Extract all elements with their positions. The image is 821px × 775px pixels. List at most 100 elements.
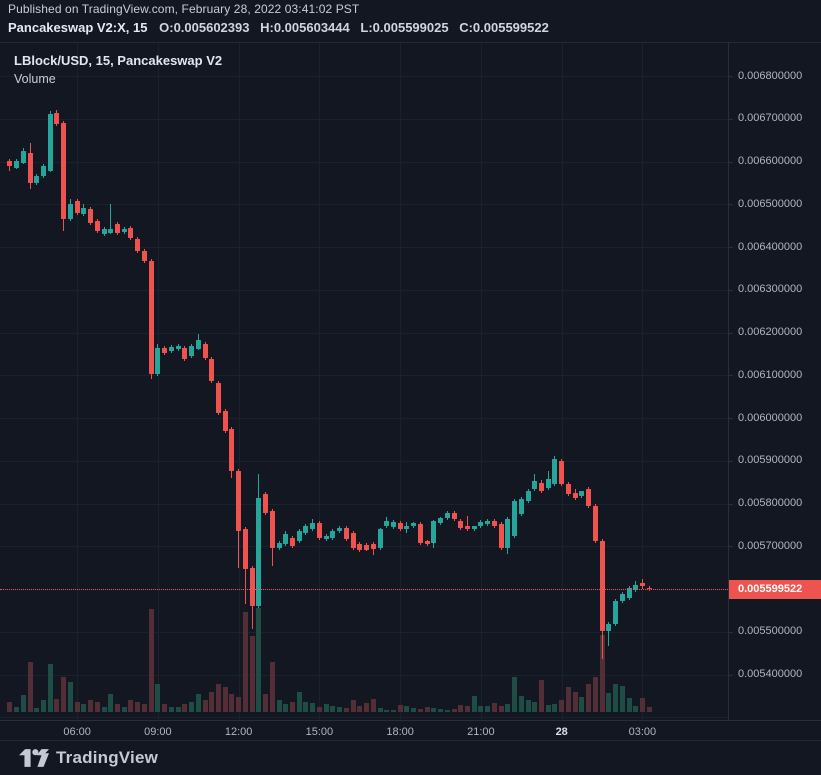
volume-bar [626,698,632,712]
candle-body [626,588,632,598]
candle-body [41,166,46,176]
price-axis-tick [729,503,733,505]
candle-body [417,524,423,543]
candle-body [276,542,282,548]
candle-body [189,346,194,356]
candle-body [249,568,255,607]
candle-body [310,523,316,530]
close-label: C: [459,20,473,35]
candle-body [606,624,612,631]
candle-body [599,541,605,631]
open-label: O: [159,20,174,35]
last-price-text: 0.005599522 [738,582,803,595]
candle-body [357,544,363,551]
volume-bar [81,704,87,712]
candle-body [579,491,585,496]
candle-body [464,526,470,530]
footer-bar: TradingView [0,740,821,775]
volume-bar [552,704,558,712]
volume-bar [337,707,343,712]
candle-body [572,492,578,498]
chart-area[interactable]: LBlock/USD, 15, Pancakeswap V2 Volume [0,42,728,721]
volume-bar [599,635,605,712]
grid-hline [0,717,728,719]
symbol-info-bar: Pancakeswap V2:X, 15 O:0.005602393 H:0.0… [8,20,556,38]
high-value: 0.005603444 [273,20,350,35]
volume-bar [27,662,33,712]
volume-bar [512,677,518,712]
candle-body [67,203,73,219]
tradingview-brand-link[interactable]: TradingView [19,748,158,768]
price-axis-tick [729,161,733,163]
candle-body [323,536,329,539]
time-axis-label: 15:00 [305,726,334,738]
volume-bar [545,705,551,712]
candle-body [586,489,592,507]
price-axis[interactable]: 0.005599522 0.006800000 0.006700000 0.0066… [728,42,821,720]
candle-body [471,526,477,530]
volume-bar [397,705,403,712]
price-axis-label: 0.006600000 [738,155,803,167]
volume-bar [458,705,464,712]
volume-bar [236,697,242,712]
grid-hline [0,161,728,163]
candle-body [108,229,114,233]
grid-vline [319,43,321,721]
volume-bar [61,677,67,712]
candle-body [565,483,571,495]
candle-body [592,506,598,542]
volume-bar [168,707,174,712]
volume-bar [20,695,26,712]
candle-body [34,176,40,183]
price-axis-label: 0.006200000 [738,326,803,338]
candle-body [229,429,235,471]
candle-body [94,220,100,232]
price-axis-label: 0.005400000 [738,668,803,680]
volume-bar [249,636,255,712]
candle-body [121,229,127,232]
volume-bar [404,706,410,712]
volume-bar [14,707,19,712]
legend-symbol-title: LBlock/USD, 15, Pancakeswap V2 [14,53,223,68]
volume-bar [41,700,46,712]
volume-bar [101,707,107,712]
close-value: 0.005599522 [472,20,549,35]
price-axis-tick [729,332,733,334]
volume-bar [592,677,598,712]
volume-bar [316,707,322,712]
grid-hline [0,674,728,676]
volume-bar [54,699,60,712]
price-axis-label: 0.005500000 [738,625,803,638]
price-axis-label: 0.006400000 [738,240,803,253]
candle-body [350,533,356,548]
candle-body [390,521,396,527]
volume-bar [67,682,73,712]
grid-vline [77,43,79,721]
candle-body [74,200,80,213]
time-axis[interactable]: 06:00 09:00 12:00 15:00 18:00 21:00 28 03:00 [0,720,821,740]
candle-body [168,347,174,352]
grid-hline [0,375,728,377]
candle-body [458,521,464,528]
candle-body [451,512,457,519]
candle-body [316,523,322,539]
grid-hline [0,204,728,206]
candle-body [444,512,450,518]
candle-body [552,459,558,484]
price-axis-tick [729,375,733,377]
price-axis-tick [729,460,733,462]
candle-body [141,250,147,262]
published-bar: Published on TradingView.com, February 2… [8,2,359,18]
candle-body [283,533,289,545]
candle-body [242,529,248,569]
candle-body [498,524,504,548]
volume-bar [94,702,100,712]
volume-bar [357,706,363,712]
volume-bar [471,696,477,712]
volume-bar [310,703,316,712]
volume-bar [633,706,639,712]
volume-bar [303,702,309,712]
volume-bar [175,707,181,712]
candle-body [290,538,295,546]
